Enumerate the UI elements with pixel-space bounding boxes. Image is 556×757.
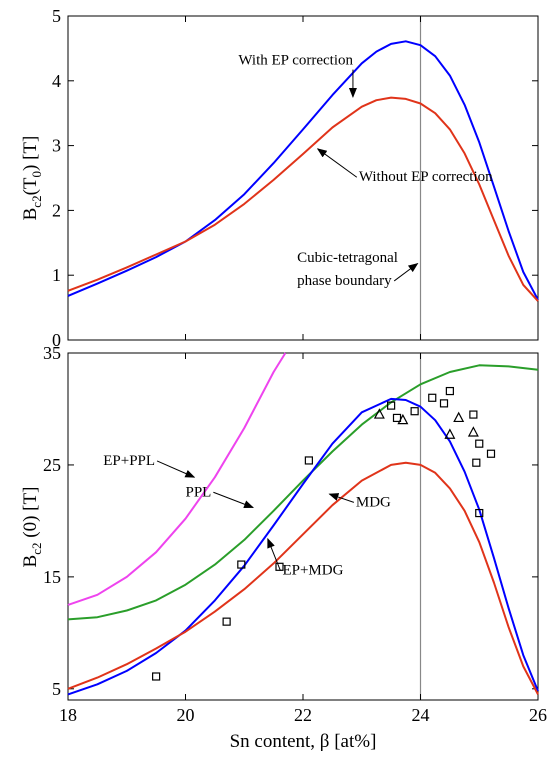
x-tick-label: 18 xyxy=(59,705,77,725)
data-point-square xyxy=(410,407,419,416)
data-point-square xyxy=(472,458,481,467)
series-line-3 xyxy=(67,461,539,695)
y-tick-label: 5 xyxy=(52,679,61,699)
data-point-triangle xyxy=(444,428,456,439)
annotation-arrow xyxy=(393,262,419,282)
y-tick-label: 3 xyxy=(52,136,61,156)
y-tick-label: 5 xyxy=(52,6,61,26)
data-point-square xyxy=(392,413,402,423)
annotation-label: With EP correction xyxy=(238,53,353,69)
data-point-square xyxy=(387,401,396,410)
annotation-arrow xyxy=(156,460,196,478)
x-tick-label: 24 xyxy=(412,705,430,725)
bottom-plot-area xyxy=(67,352,539,701)
annotation-arrow xyxy=(213,491,254,508)
annotation-label: Without EP correction xyxy=(359,169,493,185)
data-point-triangle xyxy=(397,413,409,425)
top-y-ticks: 0 1 2 3 4 5 xyxy=(52,6,539,350)
series-line-0 xyxy=(67,352,287,606)
data-point-square xyxy=(152,672,161,681)
top-y-axis-title: Bc2(T0) [T] xyxy=(20,136,44,221)
annotation-label: PPL xyxy=(186,484,212,500)
annotation-label: MDG xyxy=(356,494,391,510)
y-tick-label: 4 xyxy=(52,71,61,91)
annotation-label: phase boundary xyxy=(297,273,392,289)
data-point-square xyxy=(475,439,484,448)
data-point-square xyxy=(439,399,449,408)
y-tick-label: 0 xyxy=(52,330,61,350)
data-point-square xyxy=(428,393,437,402)
data-point-square xyxy=(222,617,231,626)
top-annotations: With EP correction Without EP correction C… xyxy=(238,53,493,289)
data-point-square xyxy=(475,508,484,518)
bottom-y-axis-title: Bc2 (0) [T] xyxy=(20,487,44,568)
top-series xyxy=(67,40,539,302)
annotation-label: Cubic-tetragonal xyxy=(297,250,398,266)
top-panel: 0 1 2 3 4 5 With EP correction Without EP corr… xyxy=(20,6,539,350)
bottom-markers xyxy=(152,386,496,681)
data-point-triangle xyxy=(453,411,465,423)
series-line-1 xyxy=(67,364,539,621)
data-point-square xyxy=(275,562,284,571)
data-point-square xyxy=(469,410,478,419)
series-line-2 xyxy=(67,397,539,696)
x-tick-label: 22 xyxy=(294,705,312,725)
bottom-panel: 5 15 25 35 18 20 22 24 26 EP+PPL PPL MDG EP+MDG Bc2… xyxy=(20,343,547,752)
data-point-triangle xyxy=(467,426,479,437)
annotation-arrow xyxy=(267,537,281,571)
y-tick-label: 35 xyxy=(43,343,61,363)
annotation-label: EP+PPL xyxy=(103,453,155,469)
bottom-series xyxy=(67,352,539,696)
bottom-annotations: EP+PPL PPL MDG EP+MDG xyxy=(103,453,391,579)
annotation-arrow xyxy=(316,148,358,178)
bottom-ticks: 5 15 25 35 18 20 22 24 26 xyxy=(43,343,547,725)
annotation-arrow xyxy=(328,493,355,503)
y-tick-label: 1 xyxy=(52,265,61,285)
x-tick-label: 20 xyxy=(177,705,195,725)
x-axis-title: Sn content, β [at%] xyxy=(230,731,377,752)
data-point-square xyxy=(237,560,246,569)
annotation-label: EP+MDG xyxy=(282,563,343,579)
y-tick-label: 15 xyxy=(43,567,61,587)
data-point-square xyxy=(304,456,313,465)
x-tick-label: 26 xyxy=(529,705,547,725)
data-point-triangle xyxy=(373,408,385,419)
y-tick-label: 2 xyxy=(52,200,61,220)
y-tick-label: 25 xyxy=(43,455,61,475)
series-line-1 xyxy=(67,96,539,302)
top-plot-area xyxy=(67,15,539,341)
data-point-square xyxy=(445,386,454,396)
data-point-square xyxy=(486,449,496,458)
